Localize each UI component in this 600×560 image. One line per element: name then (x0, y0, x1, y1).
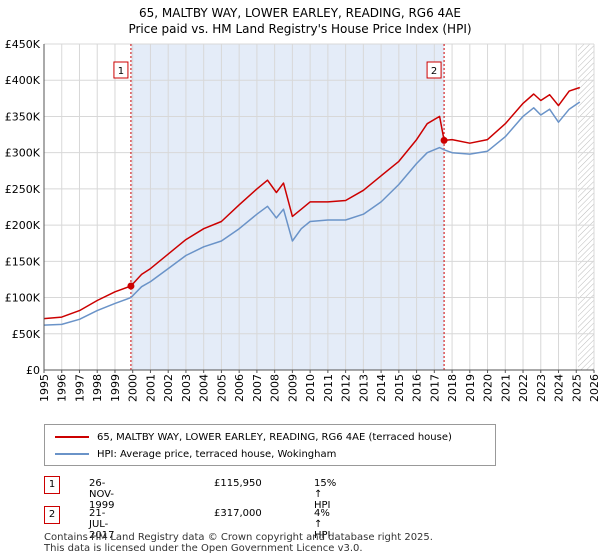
sale-point (440, 136, 448, 144)
transaction-number-badge: 1 (44, 476, 60, 494)
x-tick-label: 2019 (464, 374, 477, 402)
transaction-number-badge: 2 (44, 506, 60, 524)
y-tick-label: £100K (5, 292, 41, 305)
x-tick-label: 2018 (446, 374, 459, 402)
x-tick-label: 1997 (73, 374, 86, 402)
legend-item-hpi: HPI: Average price, terraced house, Woki… (55, 446, 336, 462)
x-tick-label: 2025 (570, 374, 583, 402)
transaction-date: 26-NOV-1999 (89, 478, 115, 511)
x-tick-label: 2010 (304, 374, 317, 402)
x-tick-label: 1999 (109, 374, 122, 402)
y-tick-label: £300K (5, 147, 41, 160)
x-tick-label: 2009 (286, 374, 299, 402)
x-tick-label: 2011 (322, 374, 335, 402)
x-tick-label: 2015 (393, 374, 406, 402)
y-tick-label: £150K (5, 255, 41, 268)
x-tick-label: 2023 (535, 374, 548, 402)
x-tick-label: 2022 (517, 374, 530, 402)
chart-title: 65, MALTBY WAY, LOWER EARLEY, READING, R… (139, 6, 461, 20)
x-tick-label: 2016 (411, 374, 424, 402)
x-tick-label: 2005 (215, 374, 228, 402)
x-tick-label: 2024 (553, 374, 566, 402)
transaction-price: £317,000 (214, 508, 262, 519)
legend-item-property: 65, MALTBY WAY, LOWER EARLEY, READING, R… (55, 429, 452, 445)
y-tick-label: £350K (5, 110, 41, 123)
footer-copyright: Contains HM Land Registry data © Crown c… (44, 532, 433, 543)
sale-label-box (113, 61, 129, 79)
sale-label: 1 (118, 66, 124, 77)
forecast-hatch (578, 44, 594, 370)
x-tick-label: 2003 (180, 374, 193, 402)
x-tick-label: 1998 (91, 374, 104, 402)
y-tick-label: £0 (26, 364, 40, 377)
x-tick-label: 2017 (428, 374, 441, 402)
transaction-date: 21-JUL-2017 (89, 508, 115, 541)
transaction-hpi-diff: 4% ↑ HPI (314, 508, 331, 541)
y-tick-label: £200K (5, 219, 41, 232)
x-tick-label: 2021 (499, 374, 512, 402)
x-tick-label: 2020 (482, 374, 495, 402)
y-tick-label: £50K (12, 328, 41, 341)
x-tick-label: 1996 (56, 374, 69, 402)
series-line-property (43, 86, 581, 320)
legend-swatch-hpi (55, 453, 89, 455)
ownership-shade (130, 44, 445, 370)
transaction-hpi-diff: 15% ↑ HPI (314, 478, 337, 511)
x-tick-label: 2001 (144, 374, 157, 402)
y-tick-label: £450K (5, 38, 41, 51)
transaction-price: £115,950 (214, 478, 262, 489)
y-tick-label: £400K (5, 74, 41, 87)
chart-subtitle: Price paid vs. HM Land Registry's House … (128, 22, 472, 36)
legend-label-property: 65, MALTBY WAY, LOWER EARLEY, READING, R… (97, 431, 452, 443)
legend-label-hpi: HPI: Average price, terraced house, Woki… (97, 448, 337, 460)
series-line-hpi (43, 101, 581, 326)
legend-swatch-property (55, 436, 89, 438)
sale-label: 2 (431, 66, 437, 77)
x-tick-label: 2012 (340, 374, 353, 402)
x-tick-label: 2008 (269, 374, 282, 402)
x-tick-label: 2004 (198, 374, 211, 402)
legend: 65, MALTBY WAY, LOWER EARLEY, READING, R… (44, 424, 496, 466)
price-chart: 1 2 £0 £50K £100K £150K £200K £250K £300K £350K £… (5, 38, 600, 402)
x-tick-label: 2007 (251, 374, 264, 402)
y-tick-label: £250K (5, 183, 41, 196)
x-tick-label: 2000 (127, 374, 140, 402)
footer-licence: This data is licensed under the Open Gov… (44, 543, 363, 554)
x-tick-label: 2002 (162, 374, 175, 402)
x-tick-label: 2026 (588, 374, 600, 402)
x-tick-label: 2013 (357, 374, 370, 402)
sale-point (127, 282, 135, 290)
footer: Contains HM Land Registry data © Crown c… (44, 532, 433, 554)
sale-label-box (426, 61, 442, 79)
x-tick-label: 2006 (233, 374, 246, 402)
x-tick-label: 1995 (38, 374, 51, 402)
x-tick-label: 2014 (375, 374, 388, 402)
